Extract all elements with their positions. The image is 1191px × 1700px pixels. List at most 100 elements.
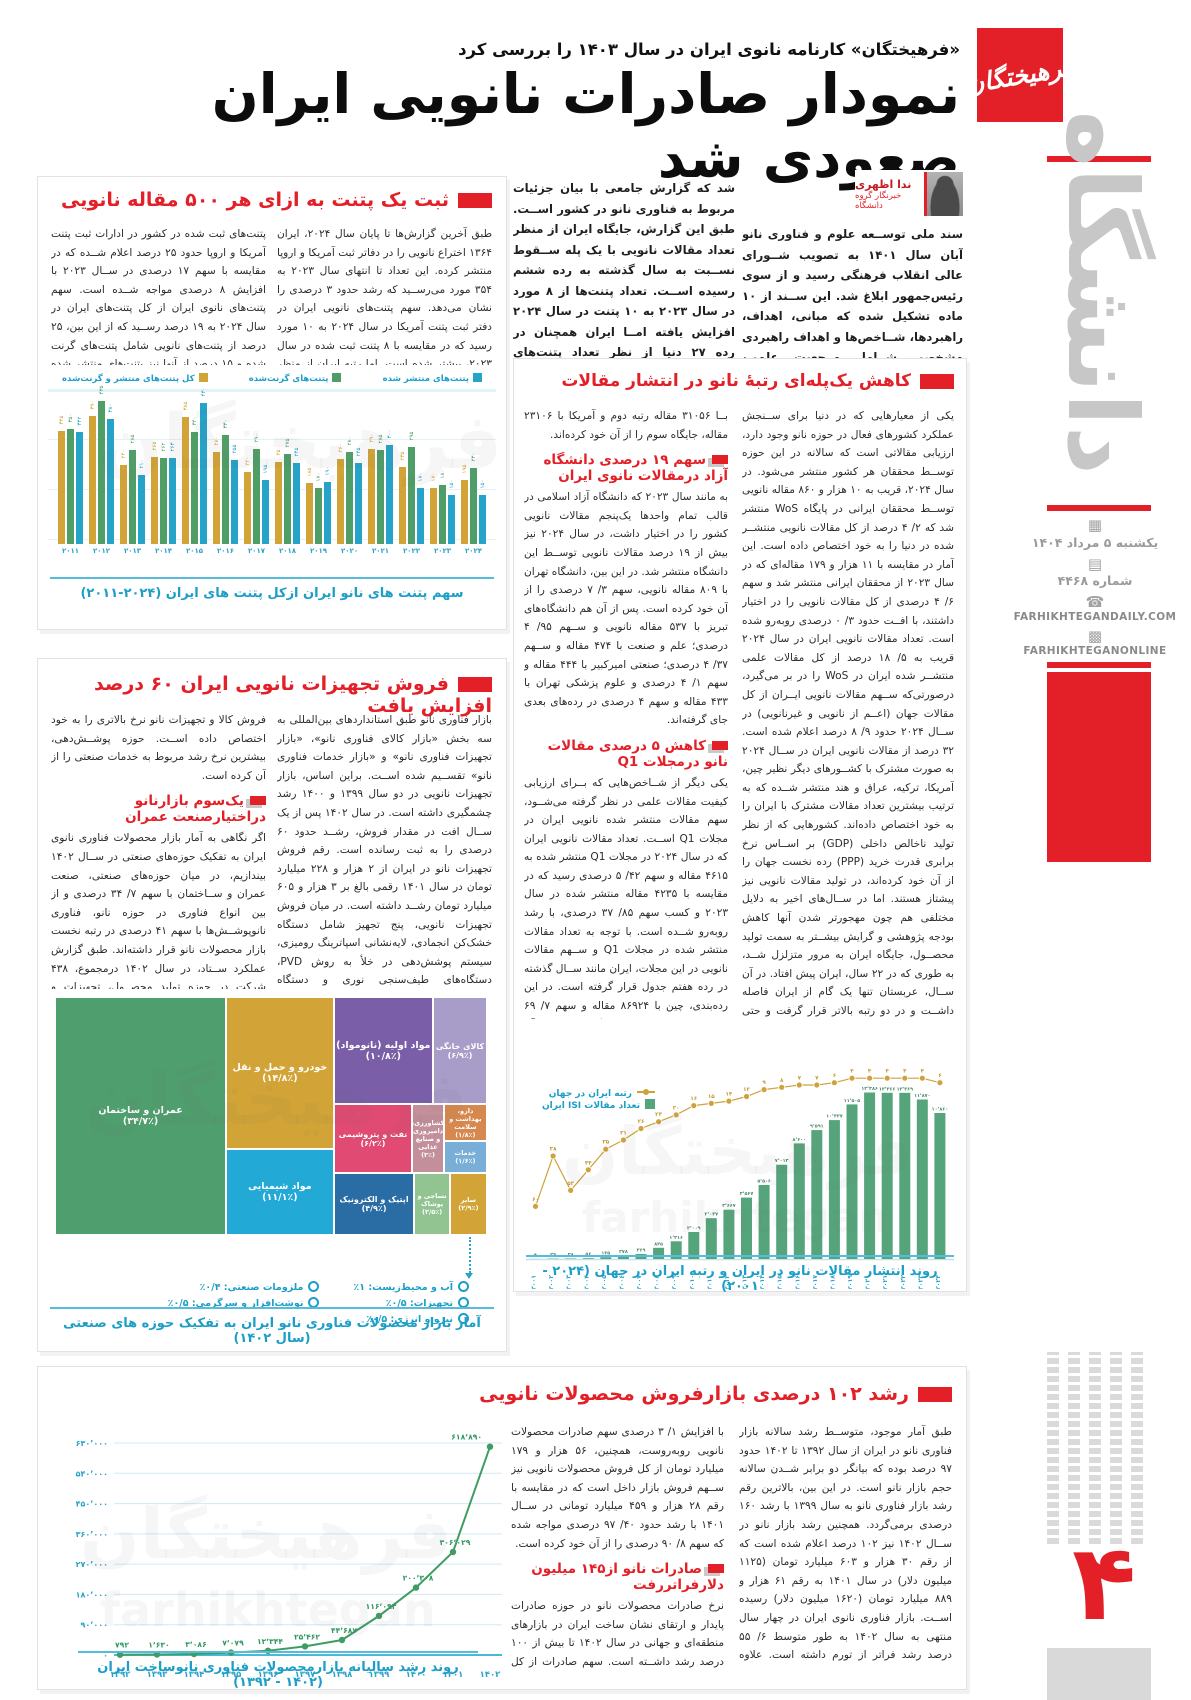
- svg-text:۱۸۰٬۰۰۰: ۱۸۰٬۰۰۰: [76, 1590, 108, 1599]
- red-marker: [712, 740, 728, 750]
- treemap-block: سایر (۲/۹٪): [449, 1173, 487, 1235]
- svg-text:۱٬۳۱۶: ۱٬۳۱۶: [669, 1235, 683, 1241]
- paragraph: به مانند سال ۲۰۲۳ که دانشگاه آزاد اسلامی…: [524, 491, 728, 727]
- svg-text:۱۲٬۳۸۶: ۱۲٬۳۸۶: [861, 1086, 878, 1092]
- paragraph: یکی دیگر از شــاخص‌هایی که بــرای ارزیاب…: [524, 776, 728, 1019]
- issue-date: یکشنبه ۵ مرداد ۱۴۰۴: [1031, 535, 1159, 550]
- svg-text:۱۳۹۵: ۱۳۹۵: [221, 1670, 242, 1680]
- svg-text:۳٬۶۶۷: ۳٬۶۶۷: [722, 1203, 736, 1209]
- svg-text:۲۰۱۷: ۲۰۱۷: [812, 1275, 819, 1289]
- svg-text:۷٬۰۷۹: ۷٬۰۷۹: [222, 1639, 244, 1648]
- svg-text:۱۳۹۹: ۱۳۹۹: [369, 1670, 391, 1680]
- lead-paragraph-right: سند ملی توســعه علوم و فناوری نانو آبان …: [742, 227, 963, 364]
- red-marker: [920, 373, 954, 389]
- red-marker: [918, 1387, 952, 1402]
- articles-rank-caption: روند انتشار مقالات نانو در ایران و رتبه …: [526, 1255, 954, 1294]
- svg-text:۴۴: ۴۴: [585, 1160, 592, 1166]
- svg-text:۱۰٬۸۶۰: ۱۰٬۸۶۰: [932, 1107, 948, 1113]
- svg-text:۱۳۹۶: ۱۳۹۶: [258, 1670, 279, 1680]
- svg-text:۱۴۰۲: ۱۴۰۲: [480, 1670, 502, 1680]
- equipment-text-left: فروش کالا و تجهیزات نانو نرخ بالاتری را …: [51, 711, 266, 989]
- svg-text:۱۱٬۸۷۰: ۱۱٬۸۷۰: [914, 1093, 930, 1099]
- equipment-box-title: فروش تجهیزات نانویی ایران ۶۰ درصد افزایش…: [93, 673, 492, 717]
- svg-text:۴۴٬۶۸۷: ۴۴٬۶۸۷: [331, 1626, 357, 1635]
- market-box-title: رشد ۱۰۲ درصدی بازارفروش محصولات نانویی: [38, 1383, 952, 1405]
- treemap-chart: عمران و ساختمان (۳۴/۷٪) خودرو و حمل و نقل(…: [55, 997, 487, 1235]
- svg-text:۶۰: ۶۰: [532, 1197, 539, 1203]
- svg-text:۳۸: ۳۸: [550, 1147, 557, 1153]
- svg-text:۷۹۲: ۷۹۲: [115, 1641, 129, 1650]
- market-growth-caption: روند رشد سالیانه بازارمحصولات فناوری نان…: [78, 1651, 478, 1690]
- svg-text:۸۳۵: ۸۳۵: [654, 1241, 663, 1247]
- svg-text:۱۱۶٬۰۹۳: ۱۱۶٬۰۹۳: [366, 1602, 397, 1611]
- market-box: رشد ۱۰۲ درصدی بازارفروش محصولات نانویی ط…: [37, 1366, 967, 1690]
- svg-text:۲۰۰۱: ۲۰۰۱: [531, 1275, 538, 1289]
- sidebar-gray-block: [1047, 1648, 1151, 1700]
- sidebar-rule-mid: [1047, 505, 1151, 511]
- svg-text:۲۰۰۲: ۲۰۰۲: [548, 1275, 555, 1289]
- svg-text:۲۰۱۲: ۲۰۱۲: [724, 1275, 731, 1289]
- svg-text:۲۰۱۵: ۲۰۱۵: [777, 1275, 784, 1289]
- svg-text:۶۳۰٬۰۰۰: ۶۳۰٬۰۰۰: [76, 1439, 108, 1448]
- svg-text:۲۷۸: ۲۷۸: [619, 1249, 628, 1255]
- svg-text:۲۰۰۴: ۲۰۰۴: [583, 1275, 590, 1289]
- sidebar-rule-top: [1047, 156, 1151, 162]
- svg-text:۷: ۷: [815, 1076, 819, 1082]
- patents-text-right: طبق آخرین گزارش‌ها تا پایان سال ۲۰۲۴، ای…: [277, 228, 492, 365]
- svg-text:۲۰۲۳: ۲۰۲۳: [917, 1275, 924, 1289]
- svg-text:۱۳۹۸: ۱۳۹۸: [332, 1670, 354, 1680]
- svg-text:۱۲٬۳۶۶: ۱۲٬۳۶۶: [879, 1086, 896, 1092]
- svg-text:۱۳۹۳: ۱۳۹۳: [147, 1670, 169, 1680]
- treemap-block: کالای خانگی (۶/۹٪): [433, 997, 487, 1105]
- website-link[interactable]: FARHIKHTEGANDAILY.COM: [1013, 611, 1177, 623]
- svg-text:۶: ۶: [938, 1073, 941, 1079]
- page-headline: نمودار صادرات نانویی ایران صعودی شد: [211, 62, 961, 190]
- svg-text:۱۶: ۱۶: [690, 1096, 697, 1102]
- svg-text:۲۰۲۴: ۲۰۲۴: [935, 1275, 942, 1289]
- treemap-other-connector: [465, 1237, 473, 1279]
- treemap-block: نفت و پتروشیمی (۶/۲٪): [333, 1104, 413, 1174]
- patents-box-title: ثبت یک پتنت به ازای هر ۵۰۰ مقاله نانویی: [38, 189, 492, 211]
- paragraph: بازار فناوری نانو طبق استانداردهای بین‌ا…: [277, 714, 492, 987]
- svg-text:۸٬۶۰۰: ۸٬۶۰۰: [793, 1137, 807, 1143]
- patents-chart-legend: پتنت‌های منتشر شده پتنت‌های گرنت‌شده کل پت…: [48, 373, 496, 384]
- treemap-block: نساجی و پوشاک (۲/۵٪): [414, 1173, 450, 1235]
- svg-text:۲۳: ۲۳: [655, 1112, 662, 1118]
- svg-text:۶۱۸٬۸۹۰: ۶۱۸٬۸۹۰: [451, 1433, 482, 1442]
- treemap-block: مواد شیمیایی (۱۱/۱٪): [226, 1149, 334, 1235]
- svg-text:۱۲٬۳۶۹: ۱۲٬۳۶۹: [897, 1086, 914, 1092]
- svg-text:۲۶: ۲۶: [638, 1119, 645, 1125]
- patents-text-left: پتنت‌های ثبت شده در کشور در ادارات ثبت پ…: [51, 228, 266, 365]
- svg-text:۰: ۰: [103, 1651, 108, 1660]
- byline: ندا اظهری خبرنگار گروه دانشگاه: [855, 170, 963, 218]
- svg-text:۲۰۰۸: ۲۰۰۸: [654, 1275, 661, 1289]
- svg-text:۲٬۰۰۹: ۲٬۰۰۹: [687, 1226, 701, 1232]
- phone-icon: ☎: [1085, 593, 1105, 611]
- svg-text:۴: ۴: [868, 1069, 872, 1075]
- svg-text:۴٬۵۶۷: ۴٬۵۶۷: [740, 1191, 754, 1197]
- svg-text:۲۰۱۶: ۲۰۱۶: [794, 1275, 801, 1289]
- articles-rank-legend: رتبه ایران در جهان تعداد مقالات ISI ایرا…: [542, 1089, 655, 1111]
- social-link[interactable]: FARHIKHTEGANONLINE: [1023, 645, 1167, 657]
- market-growth-chart: فرهیختگان farhikhtegan ۰ ۹۰٬۰۰۰ ۱۸۰٬۰۰۰ ۲۷۰…: [75, 1432, 502, 1680]
- market-text-left: با افزایش ۱/ ۳ درصدی سهم صادرات محصولات …: [511, 1423, 724, 1669]
- articles-box: کاهش یک‌پله‌ای رتبهٔ نانو در انتشار مقال…: [513, 358, 967, 1294]
- patents-box: ثبت یک پتنت به ازای هر ۵۰۰ مقاله نانویی …: [37, 176, 507, 630]
- svg-text:۳۱: ۳۱: [620, 1131, 627, 1137]
- page-number: ۴: [1071, 1522, 1137, 1644]
- paragraph: اگر نگاهی به آمار بازار محصولات فناوری ن…: [51, 832, 266, 989]
- svg-text:۳۵: ۳۵: [602, 1140, 609, 1146]
- patents-chart: ۳۴۵ ۳۵۰ ۳۴۲ ۲۰۱۱ ۳۹۰ ۴۳۵ ۳۸۰ ۲۰۱۲ ۲۴۰ ۲۸۵ ۲۱۰ ۲۰۱۳ ۲…: [48, 386, 496, 555]
- logo-calligraphy: فرهیختگان: [963, 51, 1077, 99]
- red-marker: [458, 193, 492, 208]
- svg-text:۲۰۱۸: ۲۰۱۸: [829, 1275, 836, 1289]
- reporter-role: خبرنگار گروه دانشگاه: [855, 190, 902, 211]
- svg-text:۲۰۲۲: ۲۰۲۲: [900, 1275, 907, 1289]
- svg-text:۵٬۵۰۶: ۵٬۵۰۶: [757, 1179, 771, 1185]
- articles-text-right: یکی از معیارهایی که در دنیا برای ســنجش …: [742, 410, 954, 1017]
- patents-chart-caption: سهم پتنت های نانو ایران ازکل پتنت های ای…: [50, 577, 494, 601]
- svg-text:۲۵٬۴۶۲: ۲۵٬۴۶۲: [294, 1632, 320, 1641]
- svg-text:۲۰۰۵: ۲۰۰۵: [601, 1275, 608, 1289]
- reporter-avatar: [924, 172, 963, 216]
- azad-subhead: سهم ۱۹ درصدی دانشگاه آزاد درمقالات نانوی…: [543, 452, 728, 485]
